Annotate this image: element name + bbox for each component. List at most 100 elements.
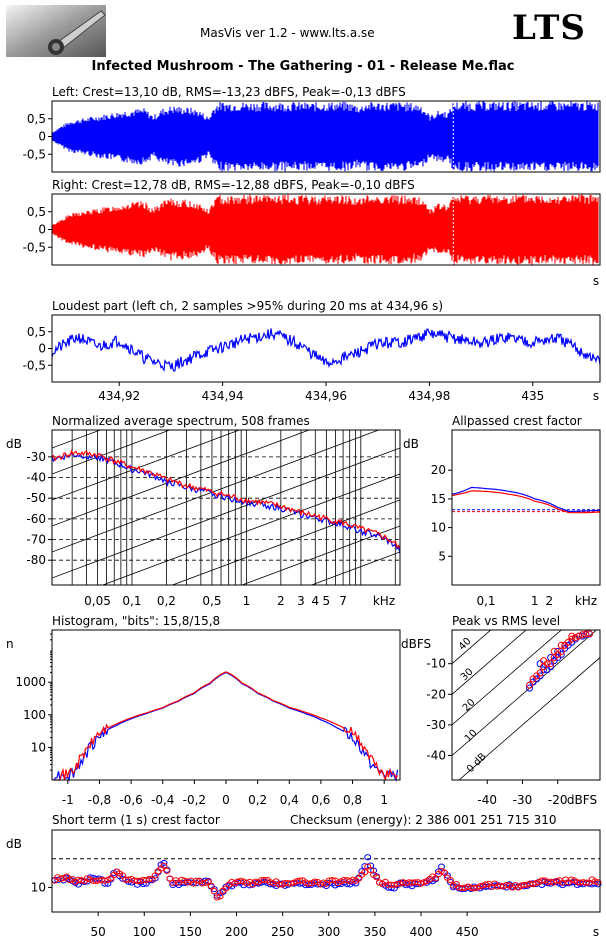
spectrum-slope-line [52, 430, 380, 553]
short-crest-title: Short term (1 s) crest factor [52, 813, 220, 827]
spectrum-slope-line [52, 430, 102, 449]
spectrum-xtick-label: 3 [297, 594, 305, 608]
short-crest-point-right [192, 877, 200, 884]
short-crest-point-right [446, 876, 454, 884]
left-waveform-ytick-label: 0,5 [27, 112, 46, 126]
spectrum-slope-line [52, 430, 311, 527]
spectrum-xtick-label: 4 [311, 594, 319, 608]
loudest-part-frame [51, 314, 601, 383]
peak-rms-point-right [571, 634, 579, 642]
peak-rms-ytick-label: -30 [426, 718, 446, 732]
spectrum-xunit-label: kHz [373, 594, 395, 608]
histogram-xtick-label: -0,4 [151, 793, 174, 807]
loudest-part-xunit-label: s [593, 389, 599, 403]
short-crest-point-left [160, 859, 168, 867]
short-crest-point-right [210, 888, 218, 895]
spectrum-slope-line [101, 473, 400, 585]
peak-rms-ylabel: dBFS [401, 637, 431, 651]
histogram-ytick-label: 10 [31, 740, 46, 754]
spectrum-xtick-label: 0,2 [157, 594, 176, 608]
spectrum-ytick-label: -50 [26, 491, 46, 505]
spectrum-xtick-label: 5 [323, 594, 331, 608]
histogram-xtick-label: 1 [380, 793, 388, 807]
left-waveform-ytick-label: 0 [38, 130, 46, 144]
brand-logo: LTS [512, 8, 586, 48]
crest-ytick-label: 20 [431, 463, 446, 477]
peak-rms-point-right [540, 657, 548, 665]
short-crest-point-left [370, 867, 378, 874]
short-crest-ytick-label: 10 [31, 880, 46, 894]
right-waveform-series-right [52, 194, 599, 265]
histogram-frame [51, 629, 401, 781]
short-crest-point-right [373, 874, 381, 881]
peak-rms-point-right [526, 681, 534, 689]
short-crest-xtick-label: 100 [133, 925, 156, 939]
histogram-ylabel: n [6, 637, 14, 651]
peak-rms-point-left [554, 647, 562, 655]
right-waveform-title: Right: Crest=12,78 dB, RMS=-12,88 dBFS, … [52, 178, 415, 192]
short-crest-point-left [438, 863, 446, 870]
histogram-xtick-label: 0 [222, 793, 230, 807]
checksum-annotation: Checksum (energy): 2 386 001 251 715 310 [290, 813, 557, 827]
peak-rms-point-right [568, 632, 576, 640]
peak-rms-point-right [585, 630, 593, 638]
histogram-ytick-label: 100 [23, 708, 46, 722]
crest-ytick-label: 5 [438, 549, 446, 563]
peak-rms-point-right [575, 632, 583, 640]
peak-rms-point-left [536, 672, 544, 680]
crest-ytick-label: 15 [431, 492, 446, 506]
spectrum-slope-line [52, 430, 171, 475]
short-crest-xtick-label: 300 [317, 925, 340, 939]
peak-rms-diagonal-label: 10 [463, 728, 480, 745]
short-crest-point-right [207, 882, 215, 889]
short-crest-point-right [216, 893, 224, 900]
peak-rms-diagonal-label: 30 [459, 666, 476, 683]
spectrum-xtick-label: 2 [277, 594, 285, 608]
peak-rms-diagonal [458, 657, 600, 780]
short-crest-point-right [160, 862, 168, 869]
short-crest-point-right [367, 867, 375, 874]
short-crest-ylabel: dB [6, 837, 22, 851]
histogram-series-right [54, 671, 399, 782]
crest-xtick-label: 0,1 [476, 594, 495, 608]
histogram-title: Histogram, "bits": 15,8/15,8 [52, 614, 220, 628]
spectrum-ytick-label: -40 [26, 471, 46, 485]
peak-rms-title: Peak vs RMS level [452, 614, 560, 628]
right-waveform-ytick-label: 0,5 [27, 205, 46, 219]
short-crest-point-right [260, 876, 268, 884]
peak-rms-ytick-label: -20 [426, 687, 446, 701]
crest-xtick-label: 2 [546, 594, 554, 608]
short-crest-point-right [594, 879, 602, 886]
histogram-ytick-label: 1000 [15, 675, 46, 689]
spectrum-slope-line [52, 447, 400, 579]
peak-rms-ytick-label: -40 [426, 749, 446, 763]
spectrum-ytick-label: -60 [26, 512, 46, 526]
short-crest-point-right [311, 878, 319, 885]
crest-series-right [451, 490, 600, 514]
loudest-part-xtick-label: 434,92 [98, 389, 140, 403]
app-title: MasVis ver 1.2 - www.lts.a.se [200, 26, 375, 40]
histogram-xtick-label: -0,6 [119, 793, 142, 807]
spectrum-slope-line [310, 551, 400, 585]
histogram-xtick-label: 0,4 [280, 793, 299, 807]
short-crest-xtick-label: 250 [271, 925, 294, 939]
short-crest-xtick-label: 350 [363, 925, 386, 939]
peak-rms-point-left [526, 684, 534, 692]
histogram-xtick-label: -1 [62, 793, 74, 807]
peak-rms-ytick-label: -10 [426, 657, 446, 671]
right-waveform-ytick-label: -0,5 [23, 240, 46, 254]
peak-rms-point-right [550, 647, 558, 655]
loudest-part-xtick-label: 434,96 [305, 389, 347, 403]
spectrum-xtick-label: 0,5 [202, 594, 221, 608]
spectrum-slope-line [52, 430, 241, 501]
spectrum-ytick-label: -80 [26, 553, 46, 567]
peak-rms-diagonal [452, 630, 562, 726]
histogram-xtick-label: -0,8 [88, 793, 111, 807]
peak-rms-diagonal-label: 0 dB [465, 751, 489, 775]
right-waveform-xunit-label: s [593, 274, 599, 288]
peak-rms-point-right [536, 669, 544, 677]
crest-frame [451, 429, 601, 586]
short-crest-xtick-label: 200 [225, 925, 248, 939]
spectrum-xtick-label: 0,1 [122, 594, 141, 608]
peak-rms-xunit-label: dBFS [567, 793, 597, 807]
